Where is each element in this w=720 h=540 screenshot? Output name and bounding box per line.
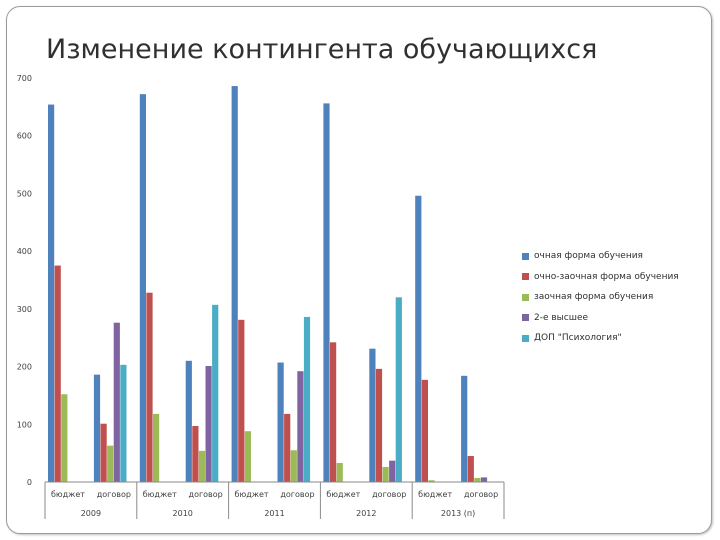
- bar-1: [461, 375, 468, 482]
- bar-3: [61, 394, 68, 482]
- bar-1: [48, 104, 55, 483]
- y-tick-label: 400: [17, 247, 32, 256]
- bar-2: [330, 342, 337, 482]
- legend-label: 2-е высшее: [534, 312, 589, 323]
- bar-5: [120, 364, 127, 482]
- x-group-label: 2011: [264, 509, 284, 518]
- x-group-label: 2009: [81, 509, 101, 518]
- bar-2: [192, 426, 199, 482]
- bar-5: [212, 304, 219, 482]
- bar-3: [198, 450, 206, 482]
- bar-2: [54, 265, 61, 482]
- y-tick-label: 300: [17, 305, 32, 314]
- y-tick-label: 700: [17, 74, 32, 83]
- x-group-label: 2012: [356, 509, 376, 518]
- bar-3: [107, 445, 114, 482]
- bar-4: [205, 365, 212, 482]
- y-tick-label: 200: [17, 363, 32, 372]
- legend-item: очная форма обучения: [522, 246, 712, 267]
- x-category-label: бюджет: [143, 490, 177, 499]
- y-tick-label: 100: [17, 420, 32, 429]
- bar-3: [290, 450, 297, 482]
- bar-5: [395, 297, 402, 482]
- legend-swatch: [522, 314, 529, 322]
- bar-1: [323, 103, 330, 482]
- legend-swatch: [522, 334, 529, 342]
- bar-2: [375, 368, 383, 482]
- slide-title: Изменение контингента обучающихся: [46, 34, 598, 65]
- x-category-label: бюджет: [235, 490, 269, 499]
- chart-legend: очная форма обучения очно-заочная форма о…: [522, 246, 712, 349]
- bar-2: [146, 292, 153, 482]
- bar-4: [297, 371, 304, 482]
- bar-3: [336, 462, 343, 482]
- bar-1: [231, 86, 238, 482]
- legend-item: заочная форма обучения: [522, 287, 712, 308]
- bar-4: [113, 322, 120, 482]
- x-category-label: бюджет: [326, 490, 360, 499]
- y-tick-label: 0: [27, 478, 32, 487]
- bar-2: [467, 456, 474, 482]
- legend-swatch: [522, 252, 529, 260]
- x-group-label: 2010: [173, 509, 193, 518]
- bar-1: [369, 348, 376, 482]
- bar-1: [185, 360, 192, 482]
- bar-4: [389, 460, 396, 482]
- legend-label: заочная форма обучения: [534, 292, 654, 303]
- x-category-label: бюджет: [51, 490, 85, 499]
- x-category-label: бюджет: [418, 490, 452, 499]
- legend-label: ДОП "Психология": [534, 333, 622, 344]
- bar-4: [480, 477, 488, 482]
- bar-1: [93, 374, 101, 482]
- bar-2: [284, 413, 291, 482]
- x-category-label: договор: [464, 490, 498, 499]
- x-category-label: договор: [372, 490, 406, 499]
- legend-item: очно-заочная форма обучения: [522, 267, 712, 288]
- bar-1: [277, 362, 284, 482]
- bar-1: [139, 94, 146, 482]
- x-group-label: 2013 (п): [441, 509, 475, 518]
- bar-3: [428, 480, 435, 482]
- legend-label: очно-заочная форма обучения: [534, 271, 679, 282]
- y-tick-label: 500: [17, 189, 32, 198]
- bar-3: [382, 466, 389, 482]
- bar-2: [238, 319, 245, 482]
- legend-swatch: [522, 293, 529, 301]
- legend-item: ДОП "Психология": [522, 328, 712, 349]
- legend-label: очная форма обучения: [534, 251, 643, 262]
- bar-2: [421, 379, 428, 482]
- legend-item: 2-е высшее: [522, 308, 712, 329]
- legend-swatch: [522, 273, 529, 281]
- bar-2: [100, 423, 107, 482]
- x-category-label: договор: [97, 490, 131, 499]
- bar-3: [474, 477, 481, 482]
- bar-3: [244, 431, 251, 482]
- bar-5: [303, 316, 311, 482]
- bar-3: [153, 413, 160, 482]
- x-category-label: договор: [189, 490, 223, 499]
- x-category-label: договор: [280, 490, 314, 499]
- y-tick-label: 600: [17, 132, 32, 141]
- bar-1: [415, 195, 422, 483]
